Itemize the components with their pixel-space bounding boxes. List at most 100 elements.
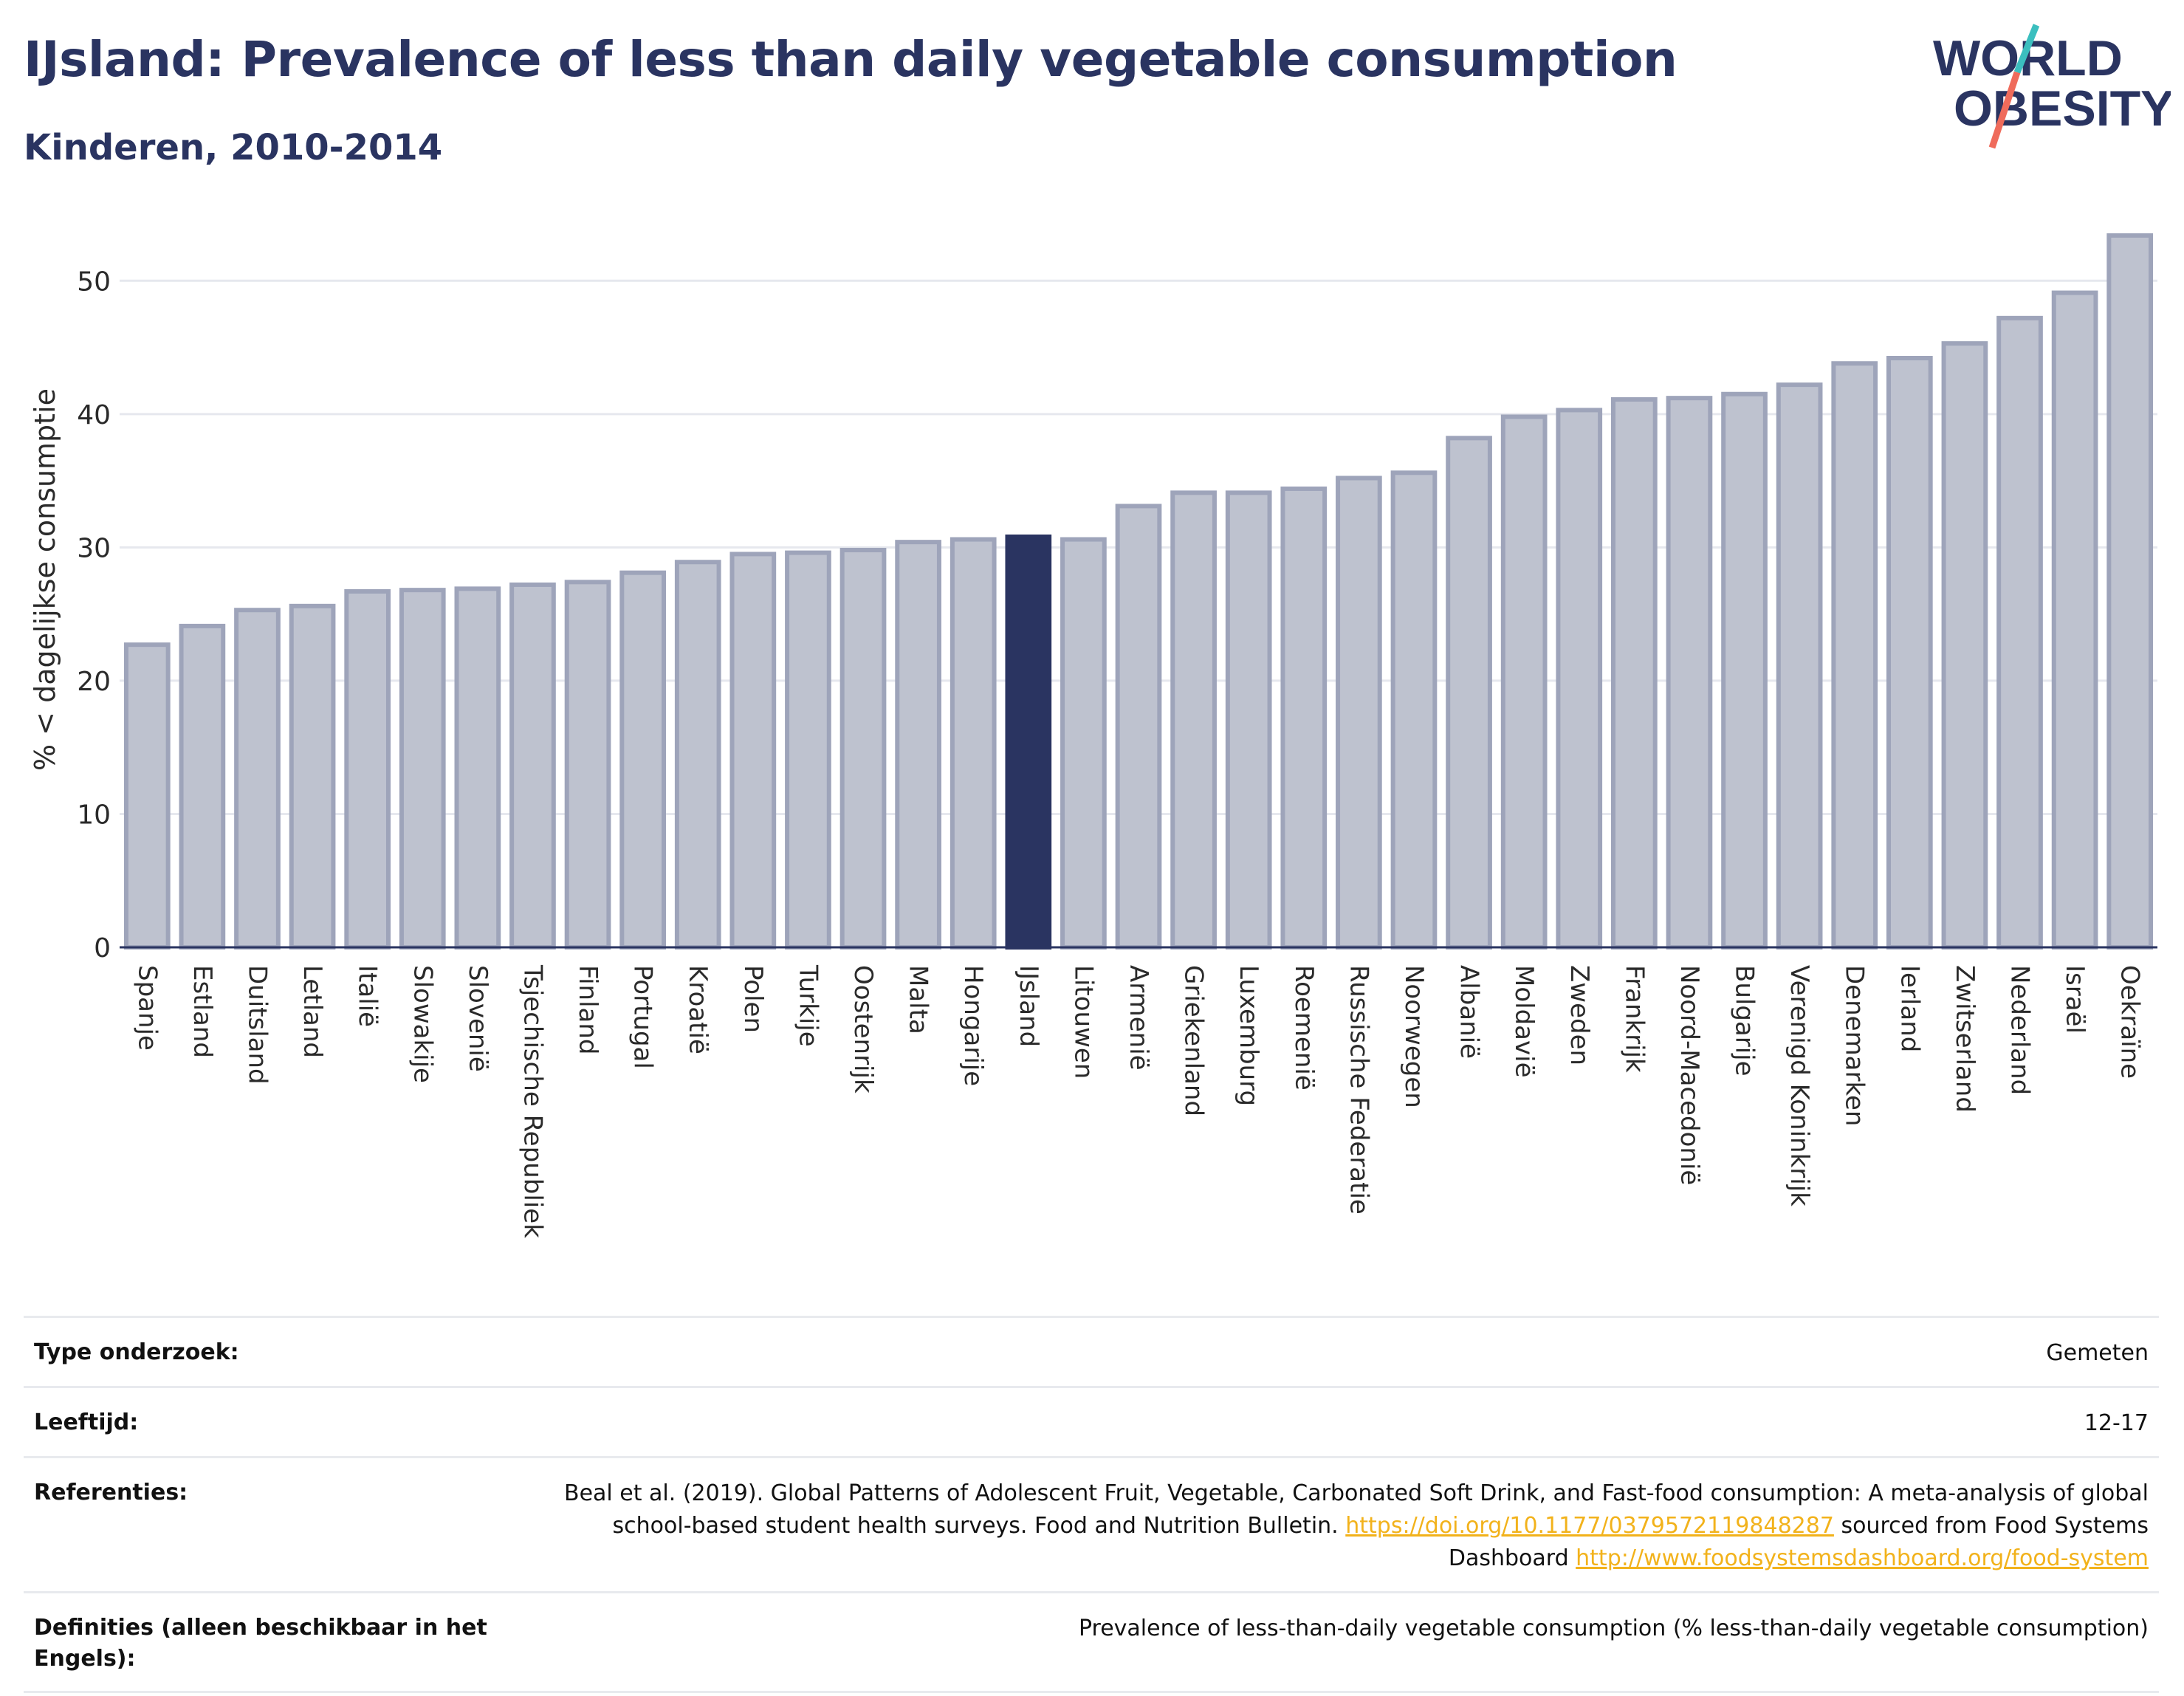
bar-roemeni-[interactable] [1280,486,1328,950]
x-tick-label: IJsland [1014,965,1043,1047]
bar-luxemburg[interactable] [1225,490,1272,950]
bar-ijsland[interactable] [1005,534,1052,950]
x-tick-label: Griekenland [1179,965,1209,1116]
bar-ierland[interactable] [1886,355,1933,950]
bar-zweden[interactable] [1556,408,1603,950]
y-tick-label: 20 [77,667,111,697]
bar-litouwen[interactable] [1060,537,1107,950]
bar-noorwegen[interactable] [1390,470,1438,950]
doi-link[interactable]: https://doi.org/10.1177/0379572119848287 [1345,1513,1834,1539]
x-tick-label: Zweden [1565,965,1594,1065]
meta-label: Definities (alleen beschikbaar in het En… [34,1615,487,1672]
x-tick-label: Malta [904,965,933,1034]
logo-slash-teal [2013,24,2040,74]
bar-moldavi-[interactable] [1500,414,1548,950]
bar-polen[interactable] [729,552,777,950]
x-tick-label: Frankrijk [1619,965,1649,1073]
meta-row-type: Type onderzoek: Gemeten [24,1316,2159,1386]
x-tick-label: Noorwegen [1399,965,1429,1108]
x-tick-label: Turkije [793,964,823,1047]
chart-subtitle: Kinderen, 2010-2014 [24,127,443,168]
metadata-table: Type onderzoek: Gemeten Leeftijd: 12-17 … [24,1316,2159,1693]
bar-hongarije[interactable] [950,537,997,950]
dashboard-link[interactable]: http://www.foodsystemsdashboard.org/food… [1576,1545,2149,1571]
meta-value: Prevalence of less-than-daily vegetable … [1078,1616,2149,1641]
logo-text-obesity: OBESITY [1954,80,2171,137]
x-tick-label: Slovenië [463,965,492,1072]
meta-label: Referenties: [34,1480,188,1506]
bar-nederland[interactable] [1996,315,2043,950]
bar-duitsland[interactable] [234,608,281,950]
bar-chart: 0 10 20 30 40 50 % < dagelijkse consumptie Span… [29,233,2157,1238]
axes: 0 10 20 30 40 50 % < dagelijkse consumptie Span… [29,267,2157,1238]
logo-slash-coral [1988,71,2021,149]
y-axis-title: % < dagelijkse consumptie [29,388,61,771]
bar-zwitserland[interactable] [1941,341,1988,950]
x-tick-label: Italië [353,965,382,1027]
x-tick-label: Luxemburg [1234,965,1263,1106]
bar-armeni-[interactable] [1115,504,1162,950]
x-tick-label: Nederland [2005,965,2035,1095]
bar-tsjechische-republiek[interactable] [509,582,556,950]
x-tick-label: Roemenië [1289,965,1319,1091]
bar-slowakije[interactable] [399,588,446,950]
meta-value: Gemeten [2046,1340,2149,1366]
bar-oekra-ne[interactable] [2106,233,2154,950]
x-tick-label: Noord-Macedonië [1675,965,1704,1185]
x-tick-label: Oekraïne [2115,965,2145,1079]
bar-malta[interactable] [895,540,941,950]
x-tick-label: Letland [298,965,327,1058]
bar-noord-macedoni-[interactable] [1666,396,1713,950]
meta-row-references: Referenties: Beal et al. (2019). Global … [24,1456,2159,1591]
meta-label: Type onderzoek: [34,1339,239,1365]
bar-griekenland[interactable] [1170,490,1217,950]
x-tick-label: Denemarken [1840,965,1869,1126]
bars [123,233,2154,950]
x-tick-label: Armenië [1124,965,1153,1071]
bar-frankrijk[interactable] [1611,396,1658,950]
x-tick-label: Moldavië [1509,965,1539,1078]
bar-spanje[interactable] [123,642,171,950]
bar-denemarken[interactable] [1831,361,1878,950]
bar-finland[interactable] [564,580,611,950]
bar-kroati-[interactable] [674,560,721,950]
meta-row-definitions: Definities (alleen beschikbaar in het En… [24,1591,2159,1693]
x-tick-label: Hongarije [958,965,988,1086]
bar-russische-federatie[interactable] [1336,476,1382,950]
bar-sloveni-[interactable] [454,586,501,950]
y-tick-label: 40 [77,400,111,430]
bar-letland[interactable] [289,603,336,950]
x-tick-label: Ierland [1895,965,1924,1052]
x-tick-label: Polen [738,965,768,1033]
bar-isra-l[interactable] [2051,290,2098,950]
x-tick-label: Spanje [132,965,162,1051]
reference-citation: Beal et al. (2019). Global Patterns of A… [563,1480,2149,1539]
x-tick-label: Kroatië [683,965,712,1054]
bar-verenigd-koninkrijk[interactable] [1776,382,1823,950]
y-tick-label: 30 [77,533,111,563]
x-tick-label: Albanië [1455,965,1484,1059]
meta-value: 12-17 [2084,1410,2149,1436]
x-tick-label: Estland [188,965,217,1058]
y-tick-label: 10 [77,800,111,830]
bar-bulgarije[interactable] [1721,391,1768,950]
bar-turkije[interactable] [785,550,831,950]
x-tick-label: Russische Federatie [1344,965,1373,1215]
bar-oostenrijk[interactable] [839,547,887,950]
meta-row-age: Leeftijd: 12-17 [24,1386,2159,1456]
x-tick-label: Oostenrijk [848,965,878,1094]
bar-albani-[interactable] [1446,436,1492,950]
x-tick-label: Portugal [628,965,658,1069]
x-tick-label: Duitsland [242,965,272,1085]
x-tick-label: Slowakije [408,965,437,1083]
x-tick-label: Litouwen [1068,965,1098,1079]
bar-portugal[interactable] [619,570,666,950]
x-tick-label: Israël [2060,965,2089,1034]
bar-itali-[interactable] [344,588,391,950]
x-tick-label: Bulgarije [1730,965,1759,1077]
chart-title: IJsland: Prevalence of less than daily v… [24,31,1678,88]
bar-estland[interactable] [179,623,226,950]
x-tick-label: Zwitserland [1950,965,1979,1113]
references-text: Beal et al. (2019). Global Patterns of A… [554,1477,2149,1575]
x-tick-label: Tsjechische Republiek [518,964,547,1238]
